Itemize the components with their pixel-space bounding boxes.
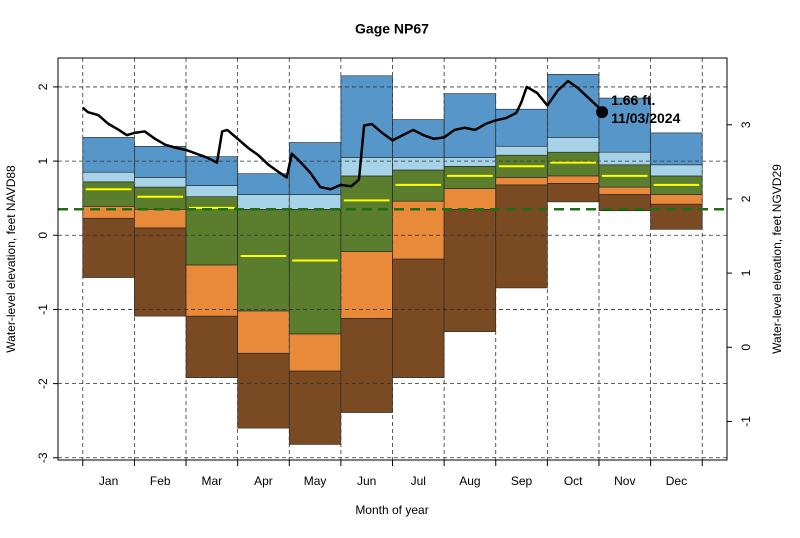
band [443,165,497,189]
band [650,132,703,166]
band [495,145,548,156]
last-point [596,106,609,119]
y2-axis-label: Water-level elevation, feet NGVD29 [770,164,784,354]
band [185,315,238,378]
band [82,171,135,183]
band [443,188,497,210]
band [288,194,342,210]
band [340,318,393,413]
x-tick-label: Jul [411,474,426,488]
band [134,186,187,210]
band [340,175,393,252]
annotation-date: 11/03/2024 [611,110,681,126]
y-tick-label: 0 [36,232,50,239]
band [82,137,135,173]
band [650,194,703,205]
band [288,333,342,372]
x-tick-label: Dec [666,474,687,488]
band [547,137,600,153]
y-tick-label: 1 [36,157,50,164]
band [288,370,342,445]
band [237,194,290,210]
chart-title: Gage NP67 [355,21,429,37]
band [650,203,703,230]
y-axis-label: Water-level elevation, feet NAVD88 [4,165,18,353]
x-tick-label: Aug [459,474,480,488]
band [495,177,548,186]
x-tick-label: May [304,474,327,488]
band [598,151,651,166]
band [547,175,600,184]
band [185,185,238,197]
band [237,310,290,354]
y-tick-label: -1 [36,304,50,315]
y-tick-label: -2 [36,378,50,389]
y-tick-label: -3 [36,452,50,463]
band [443,157,497,167]
band [134,227,187,317]
band [340,251,393,319]
band [547,183,600,203]
band [598,186,651,195]
x-tick-label: Nov [614,474,635,488]
x-tick-label: Jun [357,474,376,488]
band [288,142,342,195]
band [288,209,342,335]
x-tick-label: Oct [564,474,583,488]
y2-tick-label: 1 [739,269,753,276]
band [650,164,703,177]
band [185,264,238,317]
band [82,217,135,278]
band [598,97,651,153]
water-level-line [81,79,604,191]
band [392,157,445,171]
band [495,108,548,147]
band [340,75,393,158]
band [392,258,445,378]
y2-tick-label: 0 [739,344,753,351]
band [443,93,497,158]
band [134,145,187,178]
band [237,173,290,195]
x-axis-label: Month of year [355,503,428,517]
band [134,177,187,188]
plot-frame [57,57,728,461]
y2-tick-label: 3 [739,121,753,128]
x-tick-label: Jan [99,474,118,488]
band [495,184,548,289]
y-tick-label: 2 [36,83,50,90]
band [134,209,187,229]
band [443,209,497,332]
x-tick-label: Sep [511,474,533,488]
band [237,209,290,312]
x-tick-label: Feb [150,474,171,488]
y2-tick-label: -1 [739,416,753,427]
band [392,200,445,260]
x-tick-label: Apr [254,474,273,488]
band [340,157,393,177]
band [547,151,600,177]
band [82,181,135,207]
x-tick-label: Mar [201,474,222,488]
annotation-value: 1.66 ft. [611,92,655,108]
band [237,352,290,429]
y2-tick-label: 2 [739,195,753,202]
